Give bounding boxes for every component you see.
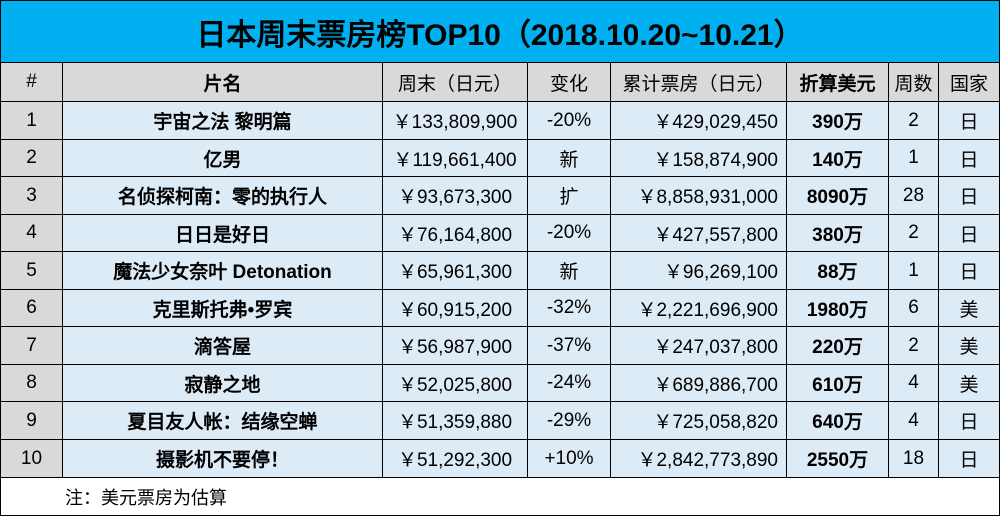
country-cell: 日 <box>939 177 999 214</box>
change-cell: -20% <box>528 215 610 251</box>
data-table: # 片名 周末（日元） 变化 累计票房（日元） 折算美元 周数 国家 1 宇宙之… <box>1 63 999 478</box>
country-cell: 美 <box>939 290 999 326</box>
usd-gross-cell: 380万 <box>787 215 888 251</box>
film-title-cell: 名侦探柯南：零的执行人 <box>63 177 382 214</box>
rank-cell: 1 <box>1 102 62 139</box>
usd-gross-cell: 220万 <box>787 327 888 364</box>
weekend-gross-cell: ￥76,164,800 <box>383 215 527 251</box>
weeks-cell: 2 <box>889 215 938 251</box>
change-cell: -37% <box>528 327 610 364</box>
usd-gross-cell: 390万 <box>787 102 888 139</box>
film-title-cell: 克里斯托弗•罗宾 <box>63 290 382 326</box>
weekend-gross-cell: ￥119,661,400 <box>383 140 527 176</box>
change-cell: 扩 <box>528 177 610 214</box>
weeks-cell: 1 <box>889 140 938 176</box>
weekend-gross-cell: ￥133,809,900 <box>383 102 527 139</box>
usd-gross-cell: 140万 <box>787 140 888 176</box>
country-cell: 日 <box>939 215 999 251</box>
weeks-cell: 6 <box>889 290 938 326</box>
cumulative-gross-cell: ￥247,037,800 <box>611 327 786 364</box>
film-title-cell: 摄影机不要停！ <box>63 440 382 477</box>
country-cell: 日 <box>939 440 999 477</box>
change-cell: +10% <box>528 440 610 477</box>
rank-cell: 3 <box>1 177 62 214</box>
weeks-cell: 1 <box>889 252 938 289</box>
change-cell: -32% <box>528 290 610 326</box>
film-title-cell: 日日是好日 <box>63 215 382 251</box>
usd-gross-cell: 1980万 <box>787 290 888 326</box>
country-cell: 日 <box>939 102 999 139</box>
rank-cell: 7 <box>1 327 62 364</box>
film-title-cell: 滴答屋 <box>63 327 382 364</box>
column-header-rank: # <box>1 63 62 101</box>
country-cell: 美 <box>939 365 999 401</box>
usd-gross-cell: 8090万 <box>787 177 888 214</box>
cumulative-gross-cell: ￥429,029,450 <box>611 102 786 139</box>
column-header-weekend-gross: 周末（日元） <box>383 63 527 101</box>
country-cell: 日 <box>939 252 999 289</box>
cumulative-gross-cell: ￥689,886,700 <box>611 365 786 401</box>
cumulative-gross-cell: ￥2,221,696,900 <box>611 290 786 326</box>
column-header-film: 片名 <box>63 63 382 101</box>
usd-gross-cell: 610万 <box>787 365 888 401</box>
country-cell: 美 <box>939 327 999 364</box>
country-cell: 日 <box>939 140 999 176</box>
weekend-gross-cell: ￥52,025,800 <box>383 365 527 401</box>
rank-cell: 9 <box>1 402 62 439</box>
film-title-cell: 宇宙之法 黎明篇 <box>63 102 382 139</box>
weekend-gross-cell: ￥60,915,200 <box>383 290 527 326</box>
change-cell: 新 <box>528 252 610 289</box>
cumulative-gross-cell: ￥725,058,820 <box>611 402 786 439</box>
column-header-weeks: 周数 <box>889 63 938 101</box>
country-cell: 日 <box>939 402 999 439</box>
weeks-cell: 18 <box>889 440 938 477</box>
change-cell: -20% <box>528 102 610 139</box>
cumulative-gross-cell: ￥2,842,773,890 <box>611 440 786 477</box>
column-header-country: 国家 <box>939 63 999 101</box>
weekend-gross-cell: ￥56,987,900 <box>383 327 527 364</box>
weekend-gross-cell: ￥51,359,880 <box>383 402 527 439</box>
weeks-cell: 4 <box>889 402 938 439</box>
chart-title: 日本周末票房榜TOP10（2018.10.20~10.21） <box>1 1 999 63</box>
film-title-cell: 亿男 <box>63 140 382 176</box>
film-title-cell: 夏目友人帐：结缘空蝉 <box>63 402 382 439</box>
weekend-gross-cell: ￥93,673,300 <box>383 177 527 214</box>
usd-gross-cell: 640万 <box>787 402 888 439</box>
cumulative-gross-cell: ￥158,874,900 <box>611 140 786 176</box>
change-cell: -29% <box>528 402 610 439</box>
weeks-cell: 2 <box>889 102 938 139</box>
usd-gross-cell: 88万 <box>787 252 888 289</box>
rank-cell: 4 <box>1 215 62 251</box>
column-header-usd-gross: 折算美元 <box>787 63 888 101</box>
rank-cell: 10 <box>1 440 62 477</box>
cumulative-gross-cell: ￥96,269,100 <box>611 252 786 289</box>
cumulative-gross-cell: ￥8,858,931,000 <box>611 177 786 214</box>
column-header-cumulative-gross: 累计票房（日元） <box>611 63 786 101</box>
weekend-gross-cell: ￥51,292,300 <box>383 440 527 477</box>
column-header-change: 变化 <box>528 63 610 101</box>
weeks-cell: 28 <box>889 177 938 214</box>
change-cell: 新 <box>528 140 610 176</box>
weeks-cell: 4 <box>889 365 938 401</box>
change-cell: -24% <box>528 365 610 401</box>
footnote: 注：美元票房为估算 <box>65 487 227 508</box>
rank-cell: 5 <box>1 252 62 289</box>
rank-cell: 2 <box>1 140 62 176</box>
film-title-cell: 魔法少女奈叶 Detonation <box>63 252 382 289</box>
weeks-cell: 2 <box>889 327 938 364</box>
usd-gross-cell: 2550万 <box>787 440 888 477</box>
rank-cell: 8 <box>1 365 62 401</box>
weekend-gross-cell: ￥65,961,300 <box>383 252 527 289</box>
rank-cell: 6 <box>1 290 62 326</box>
cumulative-gross-cell: ￥427,557,800 <box>611 215 786 251</box>
film-title-cell: 寂静之地 <box>63 365 382 401</box>
